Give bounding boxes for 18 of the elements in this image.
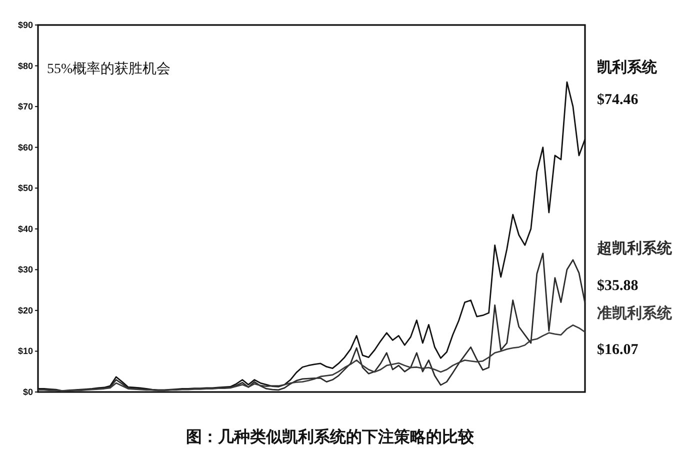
y-tick-label: $0	[22, 387, 33, 397]
annotation: $35.88	[597, 278, 638, 294]
y-tick-label: $90	[18, 20, 33, 30]
y-tick-label: $40	[18, 224, 33, 234]
y-tick-label: $20	[18, 305, 33, 316]
y-tick-label: $80	[18, 60, 33, 71]
y-tick-label: $60	[18, 142, 33, 152]
y-tick-label: $50	[18, 183, 33, 194]
series-label: 准凯利系统	[597, 306, 672, 322]
series-label: 凯利系统	[597, 60, 657, 76]
series-label: 超凯利系统	[597, 241, 672, 257]
annotation: $74.46	[597, 92, 638, 108]
title: 图：几种类似凯利系统的下注策略的比较	[186, 429, 474, 446]
y-tick-label: $70	[18, 102, 33, 112]
y-tick-label: $30	[18, 264, 33, 275]
annotation: $16.07	[597, 342, 638, 358]
annotation: 55%概率的获胜机会	[47, 62, 171, 77]
y-tick-label: $10	[18, 346, 33, 356]
